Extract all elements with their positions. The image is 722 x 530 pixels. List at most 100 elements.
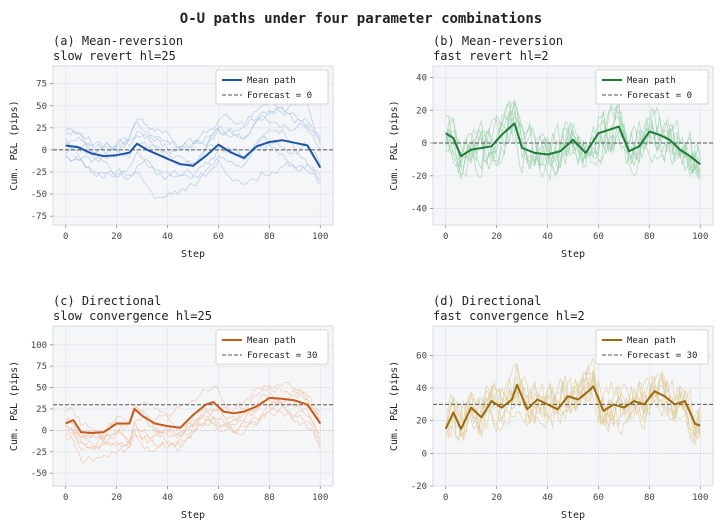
x-tick-label: 40 (162, 232, 173, 242)
y-tick-label: -50 (31, 190, 47, 200)
panel-b-mean-reversion-fast: (b) Mean-reversion fast revert hl=2 0 20 4… (389, 34, 714, 260)
y-tick-label: 40 (416, 384, 427, 394)
mean-path-line (65, 396, 322, 434)
legend-box (215, 329, 329, 365)
mean-path-line (445, 122, 701, 166)
x-tick-label: 80 (264, 493, 275, 503)
x-tick-label: 100 (692, 493, 708, 503)
sample-path (65, 391, 321, 451)
y-tick-label: -75 (31, 212, 47, 222)
sample-path (65, 399, 321, 449)
sample-path (65, 128, 321, 176)
legend-box (595, 329, 709, 365)
sample-path (65, 135, 321, 199)
legend-box (595, 69, 709, 105)
y-tick-label: -20 (411, 482, 427, 492)
y-tick-label: 20 (416, 106, 427, 116)
y-tick-label: -20 (411, 172, 427, 182)
y-tick-label: 25 (36, 124, 47, 134)
panel-title-line1: (b) Mean-reversion (433, 34, 563, 48)
sample-path (65, 155, 321, 185)
x-tick-label: 60 (593, 232, 604, 242)
panel-title-line2: fast convergence hl=2 (433, 309, 585, 323)
legend-label-forecast: Forecast = 30 (627, 351, 697, 361)
x-tick-label: 0 (443, 493, 448, 503)
panel-a-mean-reversion-slow: (a) Mean-reversion slow revert hl=25 0 20… (9, 34, 334, 260)
y-tick-label: 40 (416, 73, 427, 83)
sample-path (65, 115, 321, 169)
x-tick-label: 80 (644, 493, 655, 503)
legend-label-forecast: Forecast = 0 (627, 91, 692, 101)
panel-title-line1: (d) Directional (433, 294, 541, 308)
x-tick-label: 0 (443, 232, 448, 242)
y-tick-label: 0 (42, 426, 47, 436)
x-tick-label: 100 (312, 232, 328, 242)
y-tick-label: 50 (36, 384, 47, 394)
x-tick-label: 100 (692, 232, 708, 242)
panel-title-line2: fast revert hl=2 (433, 49, 549, 63)
y-tick-label: 75 (36, 80, 47, 90)
figure-title: O-U paths under four parameter combinati… (180, 11, 542, 27)
x-tick-label: 20 (111, 232, 122, 242)
y-tick-label: -50 (31, 469, 47, 479)
sample-path (445, 100, 701, 178)
y-axis-label: Cum. P&L (pips) (389, 361, 400, 451)
y-tick-label: 100 (31, 341, 47, 351)
x-tick-label: 80 (644, 232, 655, 242)
y-tick-label: 20 (416, 417, 427, 427)
legend-label-mean: Mean path (247, 336, 296, 346)
sample-path (445, 100, 701, 168)
legend-label-mean: Mean path (627, 76, 676, 86)
y-tick-label: -25 (31, 168, 47, 178)
y-tick-label: -40 (411, 205, 427, 215)
y-tick-label: -25 (31, 448, 47, 458)
sample-path (65, 108, 321, 152)
panel-d-directional-fast: (d) Directional fast convergence hl=2 0 2… (389, 294, 714, 521)
x-tick-label: 80 (264, 232, 275, 242)
panel-title-line2: slow convergence hl=25 (53, 309, 212, 323)
x-tick-label: 100 (312, 493, 328, 503)
panel-c-directional-slow: (c) Directional slow convergence hl=25 0… (9, 294, 334, 521)
x-tick-label: 40 (542, 493, 553, 503)
x-tick-label: 40 (162, 493, 173, 503)
panel-title-line1: (a) Mean-reversion (53, 34, 183, 48)
x-axis-label: Step (561, 510, 585, 521)
y-tick-label: 0 (422, 139, 427, 149)
x-tick-label: 60 (593, 493, 604, 503)
sample-path (65, 399, 321, 446)
panel-title-line1: (c) Directional (53, 294, 161, 308)
legend-label-mean: Mean path (627, 336, 676, 346)
y-tick-label: 0 (42, 146, 47, 156)
y-tick-label: 50 (36, 102, 47, 112)
mean-path-line (65, 139, 322, 169)
y-axis-label: Cum. P&L (pips) (9, 100, 20, 190)
y-tick-label: 0 (422, 449, 427, 459)
x-axis-label: Step (561, 249, 585, 260)
y-tick-label: 75 (36, 362, 47, 372)
x-axis-label: Step (181, 510, 205, 521)
y-tick-label: 60 (416, 351, 427, 361)
panel-title-line2: slow revert hl=25 (53, 49, 176, 63)
legend-label-forecast: Forecast = 0 (247, 91, 312, 101)
x-tick-label: 20 (111, 493, 122, 503)
sample-path (445, 105, 701, 181)
sample-path (65, 410, 321, 464)
y-axis-label: Cum. P&L (pips) (389, 100, 400, 190)
legend-box (215, 69, 329, 105)
x-tick-label: 60 (213, 493, 224, 503)
x-tick-label: 60 (213, 232, 224, 242)
x-tick-label: 20 (491, 493, 502, 503)
x-tick-label: 0 (63, 493, 68, 503)
x-axis-label: Step (181, 249, 205, 260)
x-tick-label: 40 (542, 232, 553, 242)
legend-label-mean: Mean path (247, 76, 296, 86)
x-tick-label: 20 (491, 232, 502, 242)
sample-path (65, 385, 321, 444)
y-axis-label: Cum. P&L (pips) (9, 361, 20, 451)
legend-label-forecast: Forecast = 30 (247, 351, 317, 361)
mean-path-line (444, 383, 701, 430)
x-tick-label: 0 (63, 232, 68, 242)
sample-path (65, 143, 321, 185)
y-tick-label: 25 (36, 405, 47, 415)
